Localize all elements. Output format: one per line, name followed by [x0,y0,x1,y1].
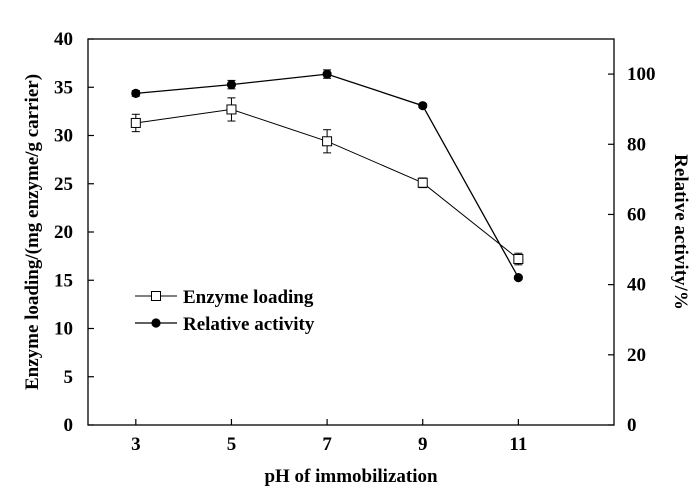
left-y-axis-title: Enzyme loading/(mg enzyme/g carrier) [22,74,43,390]
legend-marker-enzyme-loading [151,291,161,301]
left-y-tick-label: 40 [54,29,73,50]
left-y-tick-label: 0 [64,415,74,436]
data-point-enzyme-loading [322,136,333,147]
left-y-tick-label: 35 [54,77,73,98]
data-point-enzyme-loading [417,177,428,188]
x-tick-label: 7 [322,434,332,455]
series-layer [130,69,524,283]
data-point-relative-activity [131,88,141,98]
data-point-relative-activity [418,101,428,111]
data-point-enzyme-loading [226,104,237,115]
right-y-tick-label: 60 [627,204,646,225]
left-y-tick-label: 25 [54,174,73,195]
legend-marker-relative-activity [151,318,161,328]
x-tick-label: 5 [227,434,237,455]
legend-label-enzyme-loading: Enzyme loading [183,287,314,308]
right-y-tick-label: 100 [627,64,656,85]
x-tick-label: 9 [418,434,428,455]
right-y-tick-label: 40 [627,275,646,296]
data-point-relative-activity [322,69,332,79]
left-y-tick-label: 15 [54,270,73,291]
x-tick-label: 11 [509,434,527,455]
right-y-axis-title: Relative activity/% [670,154,691,310]
left-y-tick-label: 30 [54,126,73,147]
series-line-relative-activity [135,73,519,278]
data-point-relative-activity [513,273,523,283]
x-axis-title: pH of immobilization [264,466,438,487]
legend-label-relative-activity: Relative activity [183,314,315,335]
x-tick-label: 3 [131,434,141,455]
right-y-tick-label: 20 [627,345,646,366]
data-point-enzyme-loading [513,254,524,265]
right-y-tick-label: 0 [627,415,637,436]
right-y-tick-label: 80 [627,134,646,155]
data-point-relative-activity [226,80,237,90]
plot-frame [87,38,615,426]
legend: Enzyme loading Relative activity [135,287,315,335]
left-y-tick-label: 10 [54,319,73,340]
left-y-tick-label: 5 [64,367,74,388]
data-point-enzyme-loading [130,117,141,128]
left-y-tick-label: 20 [54,222,73,243]
